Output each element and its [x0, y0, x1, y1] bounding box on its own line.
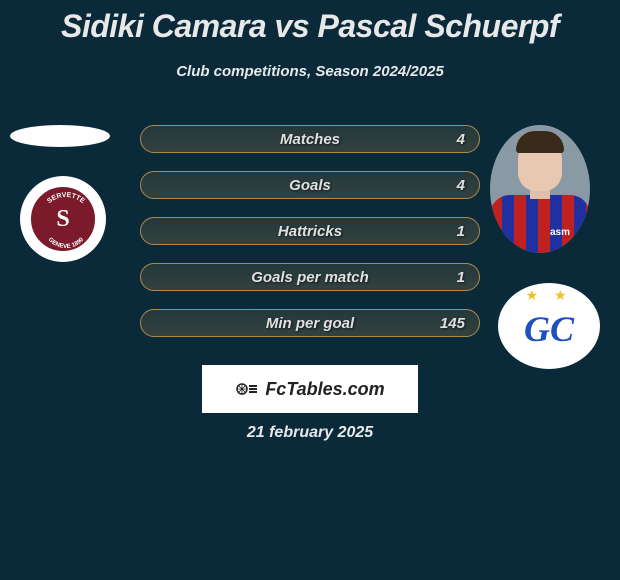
left-club-logo: SERVETTE GENEVE 1890 S	[20, 176, 106, 262]
stat-value: 1	[457, 269, 465, 286]
svg-text:GENEVE 1890: GENEVE 1890	[47, 236, 86, 250]
right-player-avatar: asm	[490, 125, 590, 253]
stat-value: 1	[457, 223, 465, 240]
right-club-logo: ★★ GC	[498, 283, 600, 369]
brand-text: FcTables.com	[265, 379, 384, 400]
stat-label: Matches	[280, 131, 340, 148]
stat-value: 4	[457, 131, 465, 148]
player-hair	[516, 131, 564, 153]
stat-row: Goals per match 1	[140, 263, 480, 291]
svg-text:SERVETTE: SERVETTE	[46, 192, 86, 205]
fctables-icon	[235, 377, 259, 401]
stat-row: Goals 4	[140, 171, 480, 199]
page-subtitle: Club competitions, Season 2024/2025	[0, 63, 620, 80]
date-label: 21 february 2025	[0, 424, 620, 442]
stat-label: Hattricks	[278, 223, 342, 240]
page-title: Sidiki Camara vs Pascal Schuerpf	[0, 0, 620, 45]
stat-label: Goals	[289, 177, 331, 194]
stat-row: Hattricks 1	[140, 217, 480, 245]
servette-text-bottom: GENEVE 1890	[47, 236, 86, 250]
brand-badge[interactable]: FcTables.com	[202, 365, 418, 413]
stat-value: 4	[457, 177, 465, 194]
stat-label: Goals per match	[251, 269, 369, 286]
stat-row: Matches 4	[140, 125, 480, 153]
stats-list: Matches 4 Goals 4 Hattricks 1 Goals per …	[140, 125, 480, 355]
stat-value: 145	[440, 315, 465, 332]
servette-text-top: SERVETTE	[46, 192, 86, 205]
servette-badge: SERVETTE GENEVE 1890 S	[28, 184, 98, 254]
stat-label: Min per goal	[266, 315, 354, 332]
gc-stars-icon: ★★	[525, 287, 582, 304]
jersey-sponsor: asm	[550, 227, 570, 238]
left-player-avatar-placeholder	[10, 125, 110, 147]
player-jersey	[490, 195, 590, 253]
gc-monogram: GC	[524, 308, 574, 350]
stat-row: Min per goal 145	[140, 309, 480, 337]
